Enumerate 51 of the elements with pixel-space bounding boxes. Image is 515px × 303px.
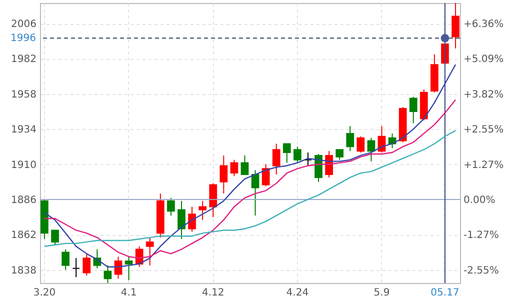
candlestick	[62, 248, 70, 270]
y-tick-label: 1886	[11, 194, 36, 206]
line-series	[44, 130, 456, 247]
candlestick	[178, 200, 186, 240]
candlestick	[51, 230, 59, 246]
candlestick	[104, 264, 112, 284]
y2-tick-label: -1.27%	[464, 230, 499, 242]
candlestick	[294, 146, 302, 164]
ref-line-label: 1996	[10, 33, 36, 44]
candlestick	[452, 2, 460, 49]
x-tick-label: 5.9	[374, 288, 390, 298]
candlestick	[230, 159, 238, 176]
y2-tick-label: +2.55%	[464, 124, 504, 136]
candlestick	[346, 126, 354, 152]
y2-tick-label: +3.82%	[464, 89, 504, 100]
candlestick	[146, 237, 154, 266]
x-tick-label: 4.1	[120, 288, 137, 298]
candlestick	[240, 154, 249, 176]
x-tick-label: 4.24	[286, 288, 309, 298]
y-tick-label: 1982	[11, 54, 36, 66]
y-tick-label: 2006	[11, 19, 36, 30]
candlestick	[282, 143, 291, 164]
candlestick	[336, 149, 344, 160]
y-tick-label: 1958	[11, 89, 36, 100]
candlestick	[220, 154, 228, 194]
candlestick	[72, 258, 80, 278]
candlestick	[262, 164, 270, 187]
candlestick	[124, 256, 133, 281]
y-tick-label: 1910	[11, 160, 36, 171]
x-tick-label: 3.20	[33, 288, 56, 298]
candlestick	[188, 206, 196, 232]
y2-tick-label: -2.55%	[464, 265, 499, 276]
candlestick	[314, 153, 322, 182]
y2-tick-label: 0.00%	[464, 194, 496, 206]
candlestick	[367, 137, 376, 162]
candlestick	[304, 152, 312, 166]
x-tick-label: 4.12	[202, 288, 224, 298]
candlestick	[409, 96, 418, 124]
x-tick-label: 05.17	[430, 288, 460, 298]
candlestick	[198, 200, 206, 220]
y-tick-label: 1838	[11, 265, 36, 276]
candlestick	[356, 136, 365, 154]
candlestick	[167, 197, 175, 216]
candlestick	[209, 182, 218, 218]
y2-tick-label: +6.36%	[464, 18, 504, 30]
y-tick-label: 1862	[11, 230, 36, 242]
y2-tick-label: +1.27%	[464, 160, 504, 171]
y2-tick-label: +5.09%	[464, 54, 504, 66]
y-tick-label: 1934	[11, 124, 36, 136]
candlestick	[272, 143, 280, 176]
candlestick	[82, 253, 91, 276]
